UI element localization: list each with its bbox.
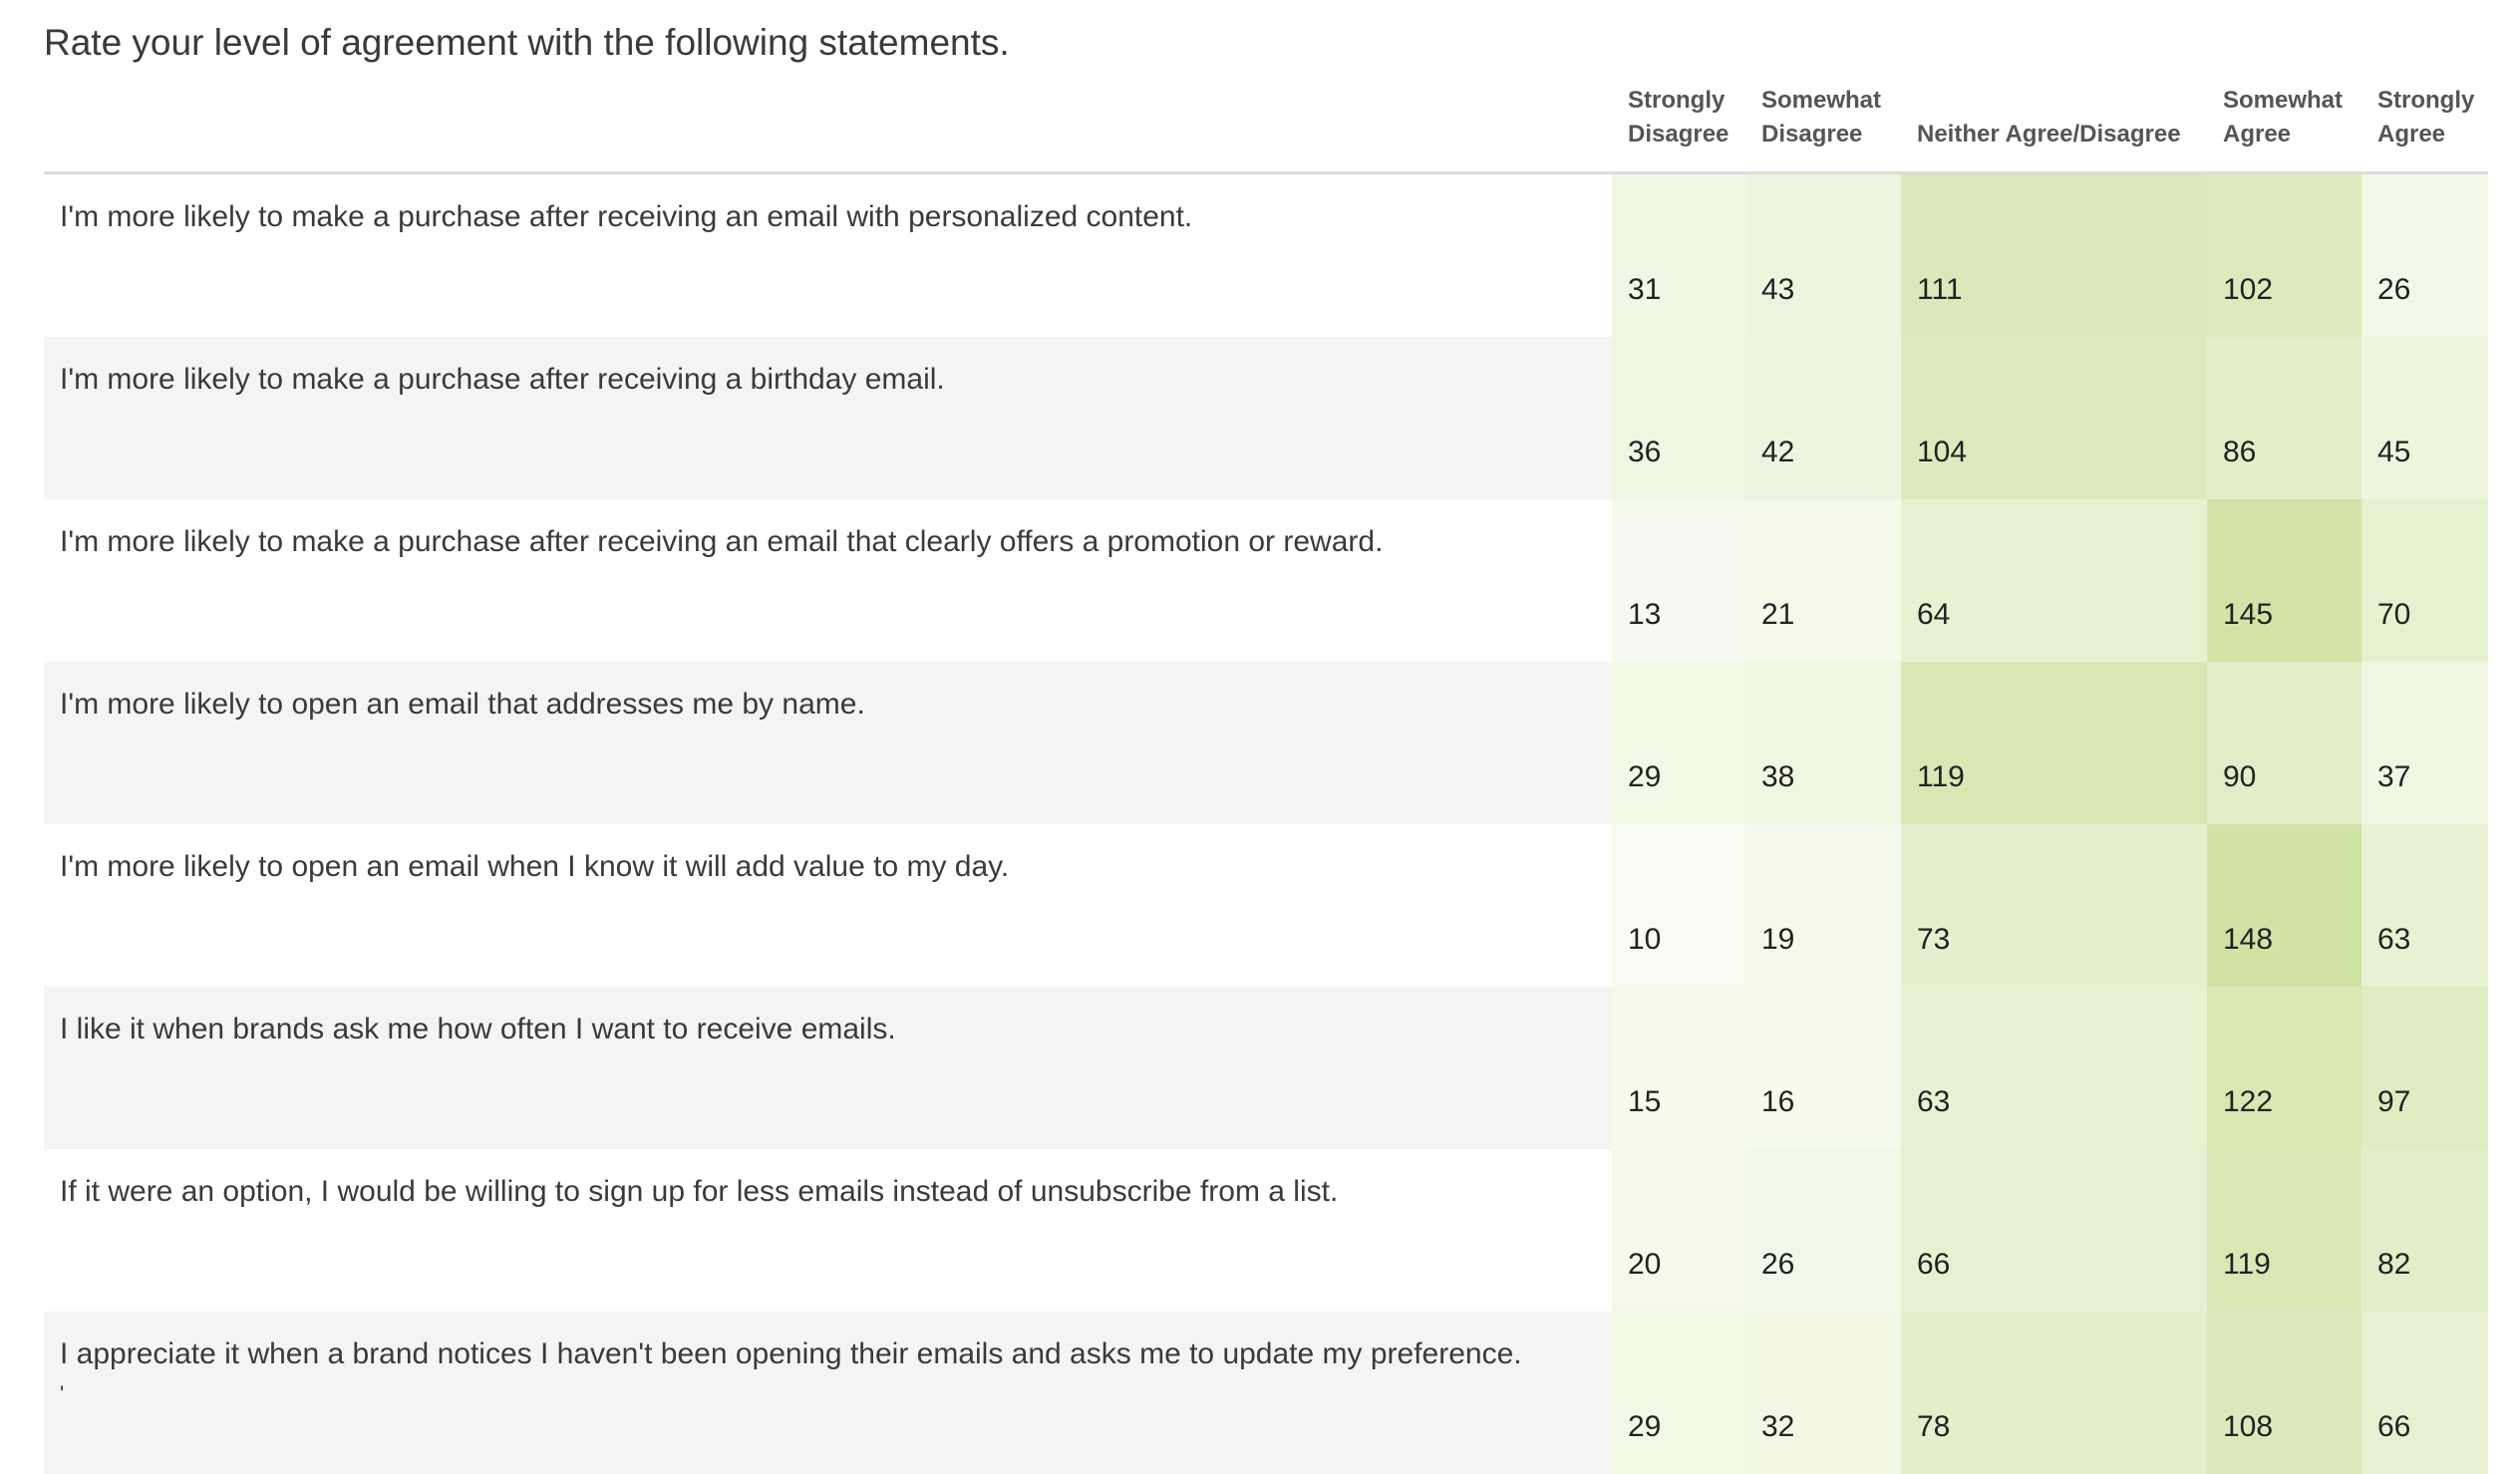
column-header-line2: Agree xyxy=(2377,121,2446,147)
value-cell: 36 xyxy=(1612,337,1745,499)
response-table: Strongly Disagree Somewhat Disagree Neithe… xyxy=(44,84,2488,1474)
value-cell: 82 xyxy=(2362,1149,2488,1312)
column-header-strongly-disagree: Strongly Disagree xyxy=(1612,84,1745,174)
value-cell: 13 xyxy=(1612,499,1745,662)
header-row: Strongly Disagree Somewhat Disagree Neithe… xyxy=(44,84,2488,174)
value-cell: 37 xyxy=(2362,662,2488,824)
statement-cell: I like it when brands ask me how often I… xyxy=(44,987,1612,1149)
statement-cell: I appreciate it when a brand notices I h… xyxy=(44,1312,1612,1474)
value-cell: 26 xyxy=(1745,1149,1901,1312)
statement-text: I'm more likely to make a purchase after… xyxy=(60,200,1193,233)
value-cell: 29 xyxy=(1612,1312,1745,1474)
value-cell: 145 xyxy=(2207,499,2362,662)
value-cell: 64 xyxy=(1901,499,2207,662)
value-cell: 63 xyxy=(2362,824,2488,987)
value-cell: 45 xyxy=(2362,337,2488,499)
statement-text: I'm more likely to open an email that ad… xyxy=(60,688,865,721)
statement-cell: I'm more likely to open an email when I … xyxy=(44,824,1612,987)
value-cell: 29 xyxy=(1612,662,1745,824)
value-cell: 122 xyxy=(2207,987,2362,1149)
table-row: I'm more likely to open an email that ad… xyxy=(44,662,2488,824)
value-cell: 15 xyxy=(1612,987,1745,1149)
statement-text: I'm more likely to make a purchase after… xyxy=(60,363,945,396)
column-header-line2: Agree xyxy=(2223,121,2292,147)
value-cell: 31 xyxy=(1612,172,1745,337)
value-cell: 119 xyxy=(2207,1149,2362,1312)
value-cell: 16 xyxy=(1745,987,1901,1149)
value-cell: 70 xyxy=(2362,499,2488,662)
column-header-line2: Neither Agree/Disagree xyxy=(1917,121,2181,147)
statement-text: I appreciate it when a brand notices I h… xyxy=(60,1337,1522,1370)
statement-header xyxy=(44,84,1612,174)
value-cell: 32 xyxy=(1745,1312,1901,1474)
value-cell: 86 xyxy=(2207,337,2362,499)
column-header-somewhat-disagree: Somewhat Disagree xyxy=(1745,84,1901,174)
value-cell: 97 xyxy=(2362,987,2488,1149)
table-row: I appreciate it when a brand notices I h… xyxy=(44,1312,2488,1474)
column-header-neither: Neither Agree/Disagree xyxy=(1901,84,2207,174)
statement-cell: I'm more likely to make a purchase after… xyxy=(44,172,1612,337)
value-cell: 111 xyxy=(1901,172,2207,337)
value-cell: 10 xyxy=(1612,824,1745,987)
value-cell: 63 xyxy=(1901,987,2207,1149)
statement-cell: I'm more likely to open an email that ad… xyxy=(44,662,1612,824)
value-cell: 90 xyxy=(2207,662,2362,824)
value-cell: 20 xyxy=(1612,1149,1745,1312)
table-row: I'm more likely to open an email when I … xyxy=(44,824,2488,987)
value-cell: 119 xyxy=(1901,662,2207,824)
statement-cell: I'm more likely to make a purchase after… xyxy=(44,337,1612,499)
column-header-line1: Strongly xyxy=(2377,87,2475,114)
table-row: I'm more likely to make a purchase after… xyxy=(44,337,2488,499)
value-cell: 66 xyxy=(1901,1149,2207,1312)
value-cell: 66 xyxy=(2362,1312,2488,1474)
value-cell: 26 xyxy=(2362,172,2488,337)
value-cell: 78 xyxy=(1901,1312,2207,1474)
statement-text: I'm more likely to open an email when I … xyxy=(60,850,1010,883)
statement-extra-text: ' xyxy=(60,1381,65,1406)
column-header-line2: Disagree xyxy=(1761,121,1863,147)
statement-text: I'm more likely to make a purchase after… xyxy=(60,525,1384,558)
value-cell: 73 xyxy=(1901,824,2207,987)
value-cell: 148 xyxy=(2207,824,2362,987)
value-cell: 108 xyxy=(2207,1312,2362,1474)
statement-cell: I'm more likely to make a purchase after… xyxy=(44,499,1612,662)
statement-text: I like it when brands ask me how often I… xyxy=(60,1013,896,1045)
column-header-line1: Somewhat xyxy=(2223,87,2344,114)
value-cell: 38 xyxy=(1745,662,1901,824)
statement-cell: If it were an option, I would be willing… xyxy=(44,1149,1612,1312)
table-row: I'm more likely to make a purchase after… xyxy=(44,172,2488,337)
table-row: I like it when brands ask me how often I… xyxy=(44,987,2488,1149)
column-header-line1: Strongly xyxy=(1628,87,1726,114)
value-cell: 102 xyxy=(2207,172,2362,337)
statement-text: If it were an option, I would be willing… xyxy=(60,1175,1339,1208)
question-title: Rate your level of agreement with the fo… xyxy=(44,22,1010,63)
value-cell: 43 xyxy=(1745,172,1901,337)
value-cell: 21 xyxy=(1745,499,1901,662)
value-cell: 42 xyxy=(1745,337,1901,499)
column-header-line2: Disagree xyxy=(1628,121,1730,147)
column-header-somewhat-agree: Somewhat Agree xyxy=(2207,84,2362,174)
value-cell: 19 xyxy=(1745,824,1901,987)
value-cell: 104 xyxy=(1901,337,2207,499)
table-row: I'm more likely to make a purchase after… xyxy=(44,499,2488,662)
table-row: If it were an option, I would be willing… xyxy=(44,1149,2488,1312)
column-header-strongly-agree: Strongly Agree xyxy=(2362,84,2488,174)
column-header-line1: Somewhat xyxy=(1761,87,1882,114)
